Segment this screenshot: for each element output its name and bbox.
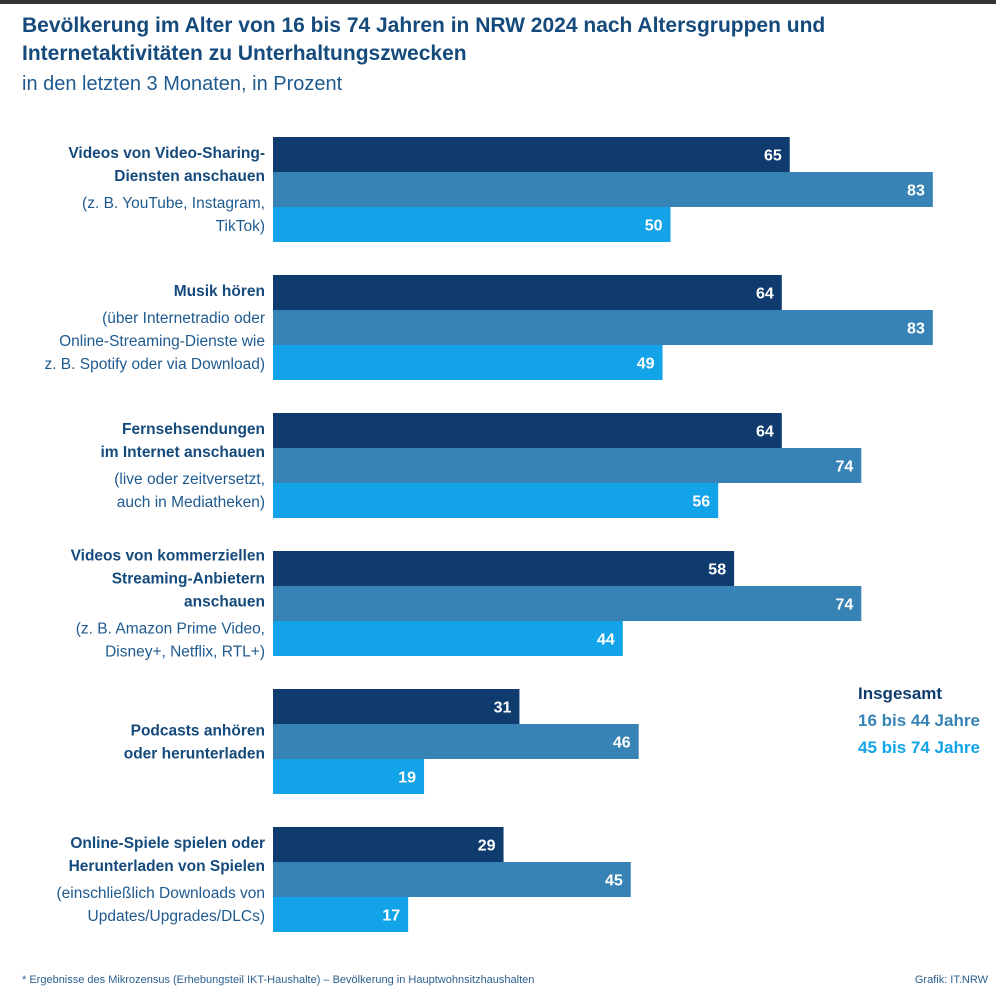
bar-value-label: 65 (764, 148, 782, 165)
category-note: (z. B. YouTube, Instagram, (82, 195, 265, 212)
top-rule (0, 0, 996, 4)
bar-value-label: 58 (708, 562, 726, 579)
bar (273, 689, 520, 724)
bar (273, 586, 862, 621)
category-label: Musik hören (174, 283, 265, 300)
bar-value-label: 49 (637, 356, 655, 373)
bar (273, 207, 671, 242)
category-note: TikTok) (216, 218, 265, 235)
category-note: Disney+, Netflix, RTL+) (105, 644, 265, 661)
bar-value-label: 56 (692, 494, 710, 511)
bar (273, 483, 719, 518)
category-label: Fernsehsendungen (122, 421, 265, 438)
category-note: (z. B. Amazon Prime Video, (76, 621, 265, 638)
legend-item-16-44: 16 bis 44 Jahre (858, 711, 980, 730)
category-label: Herunterladen von Spielen (69, 858, 265, 875)
bar (273, 345, 663, 380)
bar-value-label: 64 (756, 424, 774, 441)
bar (273, 448, 862, 483)
bar (273, 827, 504, 862)
category-label: Streaming-Anbietern (112, 571, 265, 588)
bar (273, 310, 933, 345)
bar-value-label: 17 (382, 908, 400, 925)
bar-value-label: 64 (756, 286, 774, 303)
bar-value-label: 74 (836, 459, 854, 476)
credit: Grafik: IT.NRW (914, 974, 988, 986)
bar-chart: 65 83 50 Videos von Video-Sharing- Diensten … (44, 137, 933, 932)
category-label: anschauen (184, 594, 265, 611)
bar-value-label: 19 (398, 770, 416, 787)
category-note: auch in Mediatheken) (117, 494, 265, 511)
bar (273, 897, 409, 932)
legend-item-insgesamt: Insgesamt (858, 684, 943, 703)
category-note: (live oder zeitversetzt, (114, 471, 265, 488)
category-label: im Internet anschauen (100, 444, 265, 461)
legend-item-45-74: 45 bis 74 Jahre (858, 738, 980, 757)
bar-value-label: 50 (645, 218, 663, 235)
bar (273, 413, 782, 448)
bar-value-label: 31 (494, 700, 512, 717)
bar (273, 551, 735, 586)
bar-value-label: 45 (605, 873, 623, 890)
category-label: oder herunterladen (124, 746, 265, 763)
category-label: Diensten anschauen (114, 168, 265, 185)
bar (273, 621, 623, 656)
legend: Insgesamt 16 bis 44 Jahre 45 bis 74 Jahr… (858, 680, 980, 761)
bar-value-label: 44 (597, 632, 615, 649)
bar (273, 137, 790, 172)
bar (273, 759, 425, 794)
bar-value-label: 83 (907, 183, 925, 200)
chart-subtitle: in den letzten 3 Monaten, in Prozent (22, 73, 343, 95)
bar (273, 724, 639, 759)
chart-title: Bevölkerung im Alter von 16 bis 74 Jahre… (22, 14, 826, 65)
bar-value-label: 29 (478, 838, 496, 855)
bar (273, 862, 631, 897)
category-note: (einschließlich Downloads von (57, 885, 266, 902)
bar (273, 172, 933, 207)
category-label: Videos von kommerziellen (71, 548, 265, 565)
category-label: Videos von Video-Sharing- (68, 145, 265, 162)
bar-value-label: 46 (613, 735, 631, 752)
bar-value-label: 74 (836, 597, 854, 614)
category-note: z. B. Spotify oder via Download) (44, 356, 265, 373)
category-label: Online-Spiele spielen oder (70, 835, 265, 852)
category-note: Updates/Upgrades/DLCs) (88, 908, 265, 925)
bar-value-label: 83 (907, 321, 925, 338)
category-label: Podcasts anhören (131, 723, 265, 740)
category-note: Online-Streaming-Dienste wie (59, 333, 265, 350)
category-note: (über Internetradio oder (102, 310, 265, 327)
bar (273, 275, 782, 310)
footnote: * Ergebnisse des Mikrozensus (Erhebungst… (22, 974, 535, 986)
